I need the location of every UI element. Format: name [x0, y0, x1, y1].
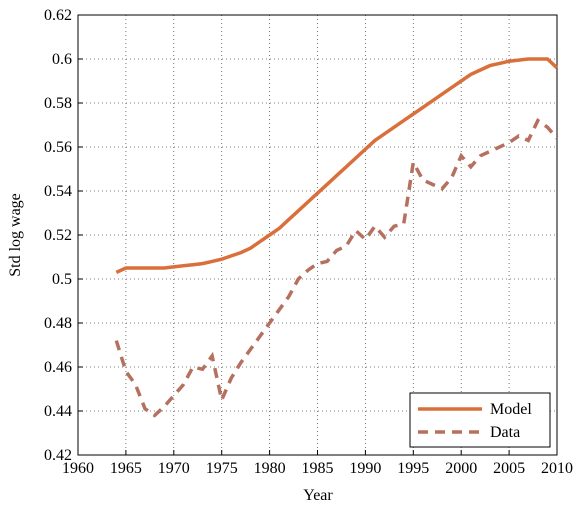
x-tick-label: 2010	[541, 460, 573, 477]
y-tick-label: 0.48	[44, 315, 72, 332]
y-tick-label: 0.6	[52, 51, 72, 68]
x-tick-label: 1980	[254, 460, 286, 477]
x-tick-label: 2000	[445, 460, 477, 477]
x-tick-label: 1965	[110, 460, 142, 477]
y-tick-label: 0.46	[44, 359, 72, 376]
x-tick-label: 1960	[62, 460, 94, 477]
y-tick-label: 0.52	[44, 227, 72, 244]
plot-frame	[77, 14, 558, 456]
x-tick-label: 1985	[302, 460, 334, 477]
y-tick-label: 0.5	[52, 271, 72, 288]
y-tick-label: 0.62	[44, 7, 72, 24]
legend-label: Data	[490, 424, 520, 441]
x-tick-label: 2005	[493, 460, 525, 477]
series-line	[114, 118, 559, 418]
x-axis-label: Year	[303, 487, 333, 504]
x-tick-label: 1970	[158, 460, 190, 477]
y-tick-label: 0.54	[44, 183, 72, 200]
y-tick-label: 0.42	[44, 447, 72, 464]
y-axis-label: Std log wage	[7, 193, 24, 277]
y-tick-label: 0.58	[44, 95, 72, 112]
y-tick-label: 0.44	[44, 403, 72, 420]
legend-box	[409, 392, 551, 448]
legend-label: Model	[490, 401, 532, 418]
series-line	[115, 57, 559, 274]
y-tick-label: 0.56	[44, 139, 72, 156]
x-tick-label: 1990	[349, 460, 381, 477]
x-tick-label: 1975	[206, 460, 238, 477]
x-tick-label: 1995	[397, 460, 429, 477]
